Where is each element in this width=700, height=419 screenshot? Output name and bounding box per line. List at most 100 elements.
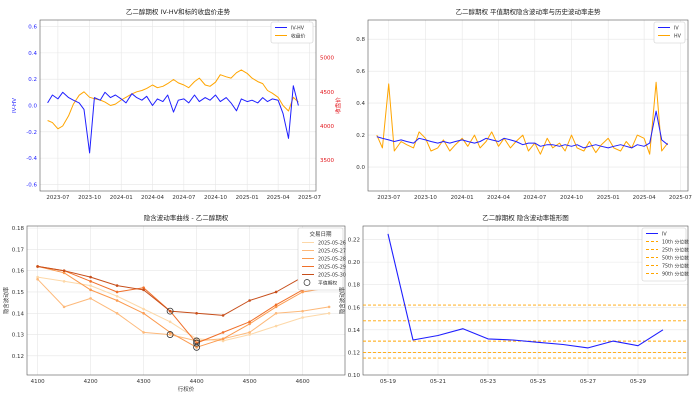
c3-series-1 xyxy=(37,278,330,342)
c3-point-2-6 xyxy=(195,346,198,349)
c2-xtick-8: 2025-07 xyxy=(669,195,692,201)
c3-legend-label-2: 2025-05-28 xyxy=(318,257,346,263)
c3-point-1-4 xyxy=(142,331,145,334)
c3-legend-label-0: 2025-05-26 xyxy=(318,241,346,247)
c3-atm-marker-4 xyxy=(193,339,201,347)
c3-ytick-2: 0.14 xyxy=(12,311,25,317)
c3-point-0-5 xyxy=(168,320,172,324)
c1-ytick-1: -0.4 xyxy=(26,156,37,162)
c4-ytick-4: 0.18 xyxy=(348,283,361,289)
c2-series-iv xyxy=(376,110,669,149)
c2-xtick-4: 2024-07 xyxy=(523,195,546,201)
c3-point-1-8 xyxy=(248,331,251,334)
c2-ytick-1: 0.2 xyxy=(356,133,365,139)
c3-point-1-5 xyxy=(168,333,172,336)
c4-xtick-3: 05-25 xyxy=(530,379,546,385)
c3-point-1-3 xyxy=(115,311,119,315)
c3-point-1-1 xyxy=(62,305,66,309)
c3-series-0 xyxy=(37,276,330,342)
c3-ytick-5: 0.17 xyxy=(12,247,25,253)
c3-frame xyxy=(26,225,346,376)
c1-y2tick-0: 3500 xyxy=(320,158,334,164)
c1-series-close xyxy=(47,69,299,130)
c1-frame xyxy=(39,19,317,192)
c4-xtick-5: 05-29 xyxy=(630,379,646,385)
c3-point-2-2 xyxy=(89,288,92,292)
c3-point-0-2 xyxy=(89,284,92,287)
c2-xtick-1: 2023-10 xyxy=(414,195,437,201)
c4-ytick-2: 0.14 xyxy=(348,328,361,334)
c4-legend-label-3: 50th 分位数 xyxy=(662,255,689,262)
c1-ylabel: IV-HV xyxy=(12,98,18,113)
c1-xtick-6: 2025-01 xyxy=(236,195,259,201)
c4-ytick-5: 0.20 xyxy=(348,260,361,266)
c3-xtick-1: 4200 xyxy=(84,379,98,385)
c3-point-4-9 xyxy=(274,290,278,294)
c1-title: 乙二醇期权 IV-HV和标的收盘价走势 xyxy=(126,7,231,16)
c3-xtick-2: 4300 xyxy=(137,379,151,385)
c1-legend-label-0: IV-HV xyxy=(291,26,305,32)
c3-series-3 xyxy=(37,265,330,344)
c4-legend-label-1: 10th 分位数 xyxy=(662,239,689,246)
c3-point-4-4 xyxy=(142,288,145,292)
c4-title: 乙二醇期权 隐含波动率锥形图 xyxy=(482,213,569,222)
c3-point-4-6 xyxy=(195,311,198,315)
c1-xtick-4: 2024-07 xyxy=(172,195,195,201)
c4-series-iv xyxy=(387,233,664,349)
c3-point-2-3 xyxy=(115,299,119,302)
c3-point-3-9 xyxy=(274,303,278,307)
c2-frame xyxy=(367,19,689,192)
c3-atm-marker-3 xyxy=(193,343,201,351)
c3-ytick-1: 0.13 xyxy=(12,333,25,339)
c1-ytick-2: -0.2 xyxy=(26,130,37,136)
c4-ytick-6: 0.22 xyxy=(348,238,360,244)
c2-legend-label-1: HV xyxy=(674,34,682,40)
c1-legend-label-1: 收盘价 xyxy=(291,33,306,40)
c1-xtick-1: 2023-10 xyxy=(78,195,101,201)
c3-legend-label-1: 2025-05-27 xyxy=(318,249,346,255)
c4-legend-label-0: IV xyxy=(662,232,667,238)
c1-xtick-0: 2023-07 xyxy=(46,195,69,201)
c3-xlabel: 行权价 xyxy=(178,385,195,393)
c3-ytick-6: 0.18 xyxy=(12,226,25,232)
c1-xtick-7: 2025-04 xyxy=(267,195,290,201)
c2-ytick-2: 0.4 xyxy=(356,101,365,107)
c1-xtick-8: 2025-07 xyxy=(298,195,321,201)
c3-point-1-10 xyxy=(301,309,304,313)
c3-point-1-0 xyxy=(36,277,39,281)
c3-point-4-7 xyxy=(221,314,225,317)
c1-ytick-4: 0.2 xyxy=(28,77,37,83)
c3-series-2 xyxy=(37,265,330,348)
c3-ytick-0: 0.12 xyxy=(12,354,24,360)
c1-y2label: 收盘价 xyxy=(334,97,342,114)
c1-ytick-6: 0.6 xyxy=(28,25,37,31)
c2-xtick-7: 2025-04 xyxy=(633,195,656,201)
c1-series-ivhv xyxy=(47,85,299,154)
c1-xtick-3: 2024-04 xyxy=(141,195,164,201)
c4-frame xyxy=(362,225,689,376)
c3-point-4-1 xyxy=(62,269,66,273)
c4-xtick-2: 05-23 xyxy=(480,379,496,385)
c3-xtick-4: 4500 xyxy=(243,379,257,385)
c3-atm-marker-0 xyxy=(166,307,174,315)
c4-ylabel: 隐含波动率 xyxy=(338,286,346,314)
c3-ylabel: 隐含波动率 xyxy=(2,286,10,314)
c3-point-2-8 xyxy=(248,322,251,326)
c3-legend-label-5: 平值期权 xyxy=(318,280,337,287)
c2-xtick-6: 2025-01 xyxy=(597,195,620,201)
c3-xtick-5: 4600 xyxy=(296,379,310,385)
c3-legend-label-3: 2025-05-29 xyxy=(318,265,346,271)
c3-title: 隐含波动率曲线 - 乙二醇期权 xyxy=(144,213,229,222)
c1-y2tick-1: 4000 xyxy=(320,124,334,130)
c3-point-0-10 xyxy=(301,316,304,319)
c3-xtick-3: 4400 xyxy=(190,379,204,385)
c2-ytick-0: 0.0 xyxy=(356,165,365,171)
c3-point-3-8 xyxy=(248,320,251,324)
c3-point-2-4 xyxy=(142,311,145,315)
c1-ytick-3: 0.0 xyxy=(28,104,37,110)
c3-point-2-1 xyxy=(62,271,66,275)
c3-point-3-3 xyxy=(115,290,119,294)
c3-point-1-2 xyxy=(89,297,92,300)
c3-point-4-8 xyxy=(248,299,251,302)
c3-point-0-4 xyxy=(142,307,145,311)
